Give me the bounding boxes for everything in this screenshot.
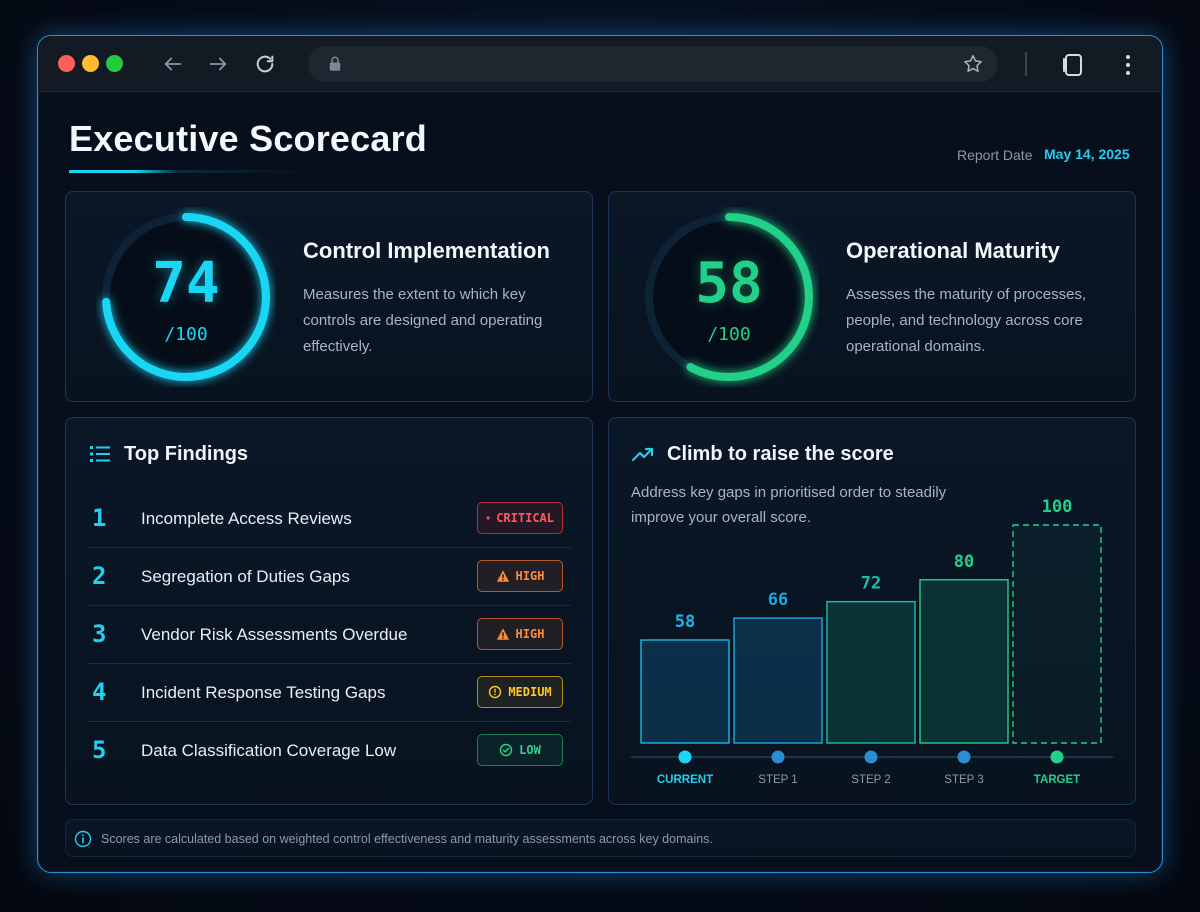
reload-icon[interactable] xyxy=(251,50,279,78)
climb-chart-title: Climb to raise the score xyxy=(667,442,894,465)
finding-number: 5 xyxy=(92,736,107,764)
close-window-button[interactable] xyxy=(58,55,75,72)
finding-number: 1 xyxy=(92,504,107,532)
warning-triangle-icon xyxy=(496,570,509,582)
toolbar-divider xyxy=(1025,52,1027,76)
finding-text: Segregation of Duties Gaps xyxy=(141,567,350,586)
info-icon xyxy=(74,830,92,848)
check-circle-icon xyxy=(499,743,513,757)
minimize-window-button[interactable] xyxy=(82,55,99,72)
severity-badge-high: HIGH xyxy=(477,560,563,592)
trend-up-icon xyxy=(631,447,654,462)
footer-note: Scores are calculated based on weighted … xyxy=(65,819,1136,857)
severity-badge-critical: CRITICAL xyxy=(477,502,563,534)
finding-text: Data Classification Coverage Low xyxy=(141,741,397,760)
finding-row[interactable]: 2 Segregation of Duties Gaps HIGH xyxy=(88,548,571,606)
climb-chart-card: 58 CURRENT 66 STEP 1 72 STEP 2 80 STEP 3 100 TARG… xyxy=(608,417,1136,805)
operational-maturity-score: 58 xyxy=(695,251,763,316)
page-title: Executive Scorecard xyxy=(69,118,427,159)
severity-badge-medium: MEDIUM xyxy=(477,676,563,708)
operational-maturity-title: Operational Maturity xyxy=(846,238,1060,263)
climb-bar-chart: 58 CURRENT 66 STEP 1 72 STEP 2 80 STEP 3 100 TARG… xyxy=(631,497,1113,786)
forward-arrow-icon[interactable] xyxy=(204,50,232,78)
chart-value-label: 72 xyxy=(861,574,881,594)
chart-bar-step-1 xyxy=(733,617,823,744)
back-arrow-icon[interactable] xyxy=(159,50,187,78)
tabs-icon[interactable] xyxy=(1060,52,1086,78)
chart-value-label: 80 xyxy=(954,552,974,572)
title-underline xyxy=(69,170,309,173)
climb-chart-description: Address key gaps in prioritised order to… xyxy=(631,484,947,526)
chart-step-marker xyxy=(678,750,692,764)
chart-step-marker xyxy=(864,750,878,764)
chart-bar-current xyxy=(640,639,730,744)
finding-row[interactable]: 1 Incomplete Access Reviews CRITICAL xyxy=(88,490,571,548)
chart-bar-target xyxy=(1012,524,1102,744)
operational-maturity-max: /100 xyxy=(707,324,751,345)
address-bar[interactable] xyxy=(308,46,998,82)
alert-circle-icon xyxy=(489,685,502,699)
footer-note-text: Scores are calculated based on weighted … xyxy=(101,832,713,846)
lock-icon xyxy=(329,56,341,71)
finding-row[interactable]: 4 Incident Response Testing Gaps MEDIUM xyxy=(88,664,571,722)
finding-row[interactable]: 3 Vendor Risk Assessments Overdue HIGH xyxy=(88,606,571,664)
severity-badge-high: HIGH xyxy=(477,618,563,650)
chart-category-label: TARGET xyxy=(1034,774,1080,786)
severity-badge-low: LOW xyxy=(477,734,563,766)
control-implementation-max: /100 xyxy=(164,324,208,345)
finding-number: 4 xyxy=(92,678,107,706)
browser-toolbar xyxy=(38,36,1162,92)
chart-bar-step-3 xyxy=(919,579,1009,744)
top-findings-card: Top Findings 1 Incomplete Access Reviews… xyxy=(65,417,593,805)
list-icon xyxy=(90,446,110,462)
chart-category-label: STEP 2 xyxy=(851,774,890,786)
finding-text: Vendor Risk Assessments Overdue xyxy=(141,625,408,644)
control-implementation-score: 74 xyxy=(152,251,220,316)
finding-text: Incomplete Access Reviews xyxy=(141,509,352,528)
chart-category-label: STEP 3 xyxy=(944,774,983,786)
control-implementation-card: 74 /100 Control Implementation Measures … xyxy=(65,191,593,402)
chart-value-label: 66 xyxy=(768,590,788,610)
chart-step-marker xyxy=(1050,750,1064,764)
finding-number: 2 xyxy=(92,562,107,590)
chart-value-label: 100 xyxy=(1042,497,1073,517)
chart-value-label: 58 xyxy=(675,612,695,632)
chart-step-marker xyxy=(957,750,971,764)
control-implementation-gauge xyxy=(102,213,270,381)
maximize-window-button[interactable] xyxy=(106,55,123,72)
shield-alert-icon xyxy=(486,516,490,520)
chart-step-marker xyxy=(771,750,785,764)
bookmark-star-icon[interactable] xyxy=(962,53,984,75)
finding-row[interactable]: 5 Data Classification Coverage Low LOW xyxy=(88,722,571,780)
finding-text: Incident Response Testing Gaps xyxy=(141,683,386,702)
warning-triangle-icon xyxy=(496,628,509,640)
browser-window: Executive Scorecard Report Date May 14, … xyxy=(37,35,1163,873)
top-findings-title: Top Findings xyxy=(124,442,249,465)
finding-number: 3 xyxy=(92,620,107,648)
control-implementation-description: Measures the extent to which key control… xyxy=(303,286,543,355)
report-date-value: May 14, 2025 xyxy=(1044,146,1130,162)
more-menu-icon[interactable] xyxy=(1118,52,1138,78)
operational-maturity-gauge xyxy=(645,213,813,381)
operational-maturity-card: 58 /100 Operational Maturity Assesses th… xyxy=(608,191,1136,402)
chart-category-label: CURRENT xyxy=(657,774,713,786)
control-implementation-title: Control Implementation xyxy=(303,238,550,263)
chart-category-label: STEP 1 xyxy=(758,774,797,786)
operational-maturity-description: Assesses the maturity of processes, peop… xyxy=(846,286,1087,355)
chart-bar-step-2 xyxy=(826,600,916,744)
report-date-label: Report Date xyxy=(957,147,1033,163)
